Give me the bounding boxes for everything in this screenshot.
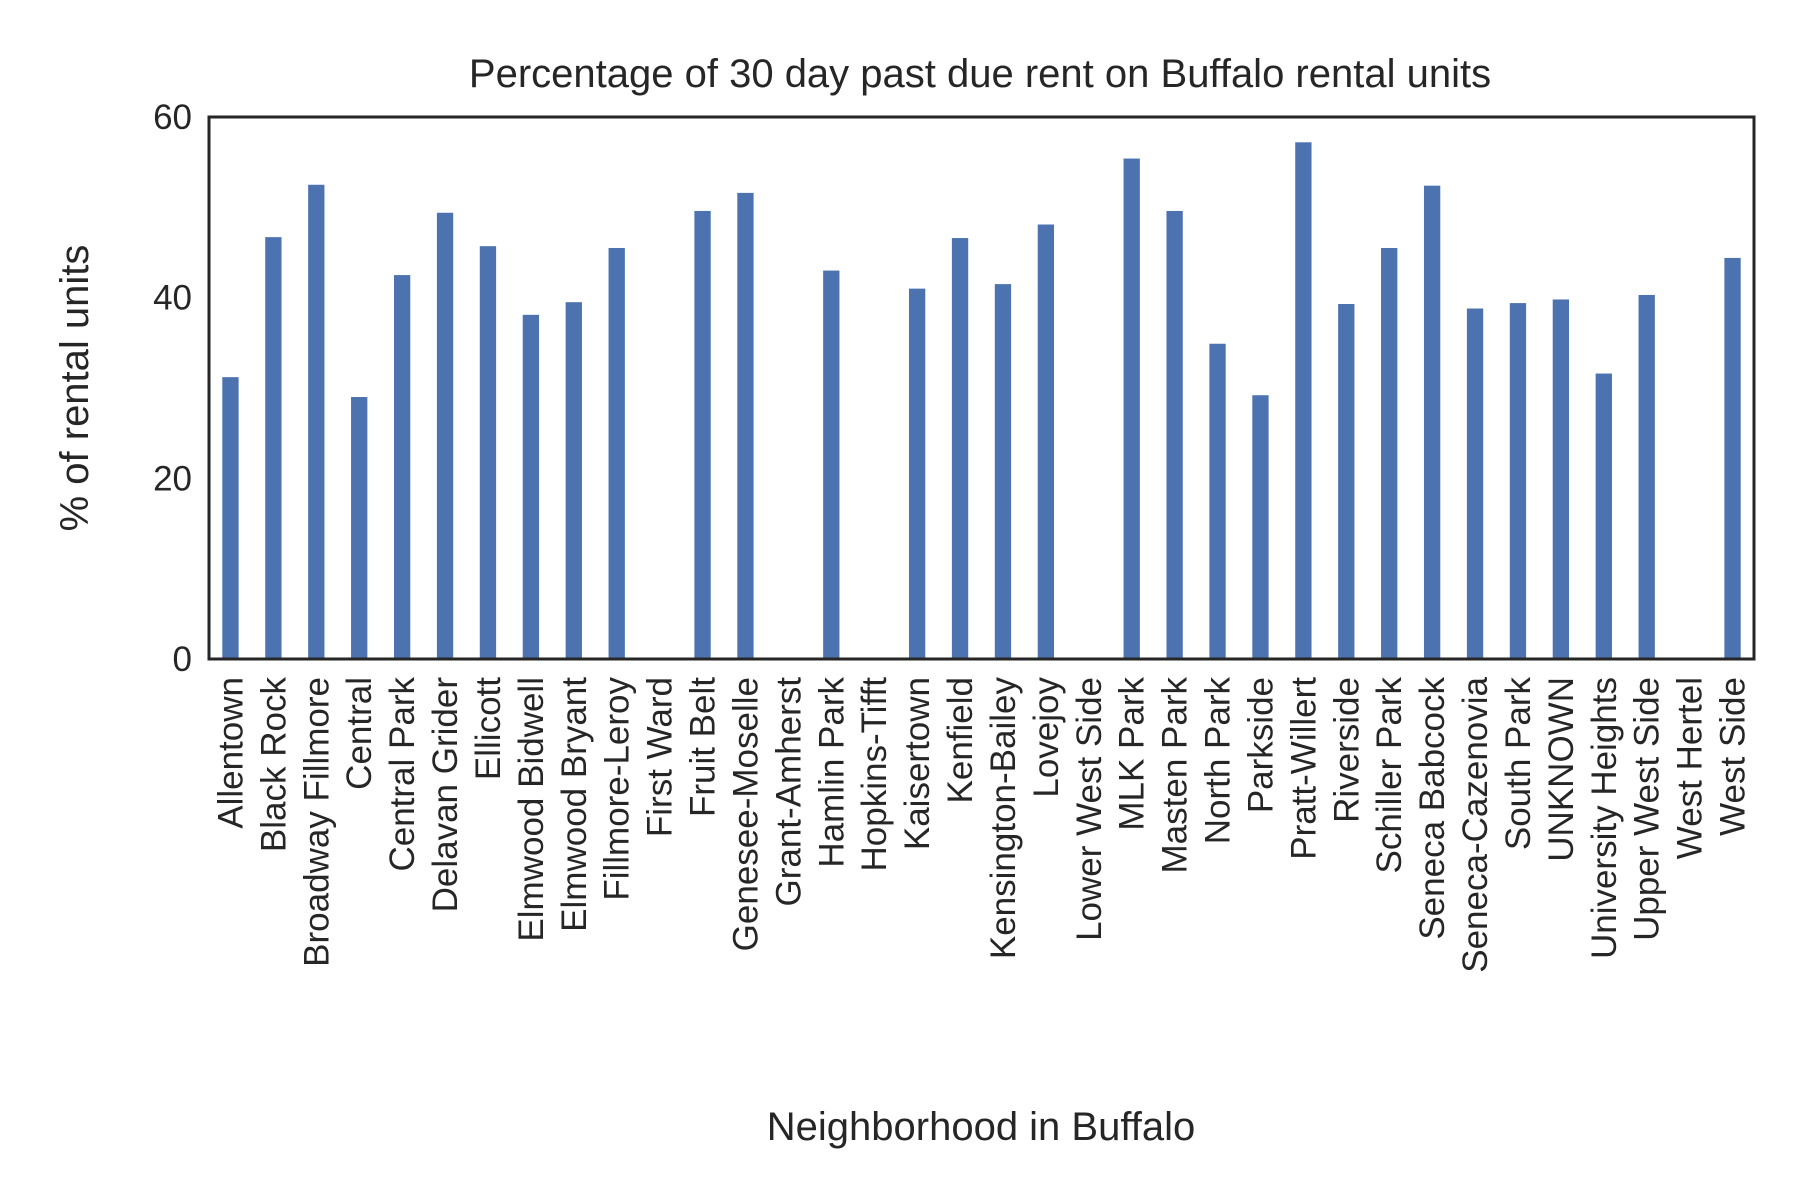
plot-frame (207, 115, 1756, 661)
x-tick-label: Fruit Belt (684, 677, 723, 817)
x-tick-label: Delavan Grider (426, 677, 465, 913)
bar (1509, 303, 1527, 659)
x-tick-label: Masten Park (1156, 677, 1195, 874)
x-tick-label: West Side (1714, 677, 1753, 836)
bar (1338, 303, 1355, 659)
bar (1295, 142, 1312, 660)
x-tick-label: Black Rock (254, 677, 293, 853)
y-axis-label: % of rental units (53, 245, 97, 532)
bar (608, 247, 625, 660)
x-tick-label: Hamlin Park (812, 677, 851, 868)
bar (1166, 210, 1183, 659)
bar (436, 212, 454, 659)
x-tick-label: Genesee-Moselle (726, 677, 765, 951)
bar (522, 314, 540, 659)
bar (1552, 299, 1570, 659)
bar (308, 184, 325, 659)
y-tick-label: 20 (153, 459, 192, 498)
x-tick-label: Broadway Fillmore (297, 677, 336, 967)
x-tick-label: Central Park (383, 677, 422, 872)
x-axis-ticks: Allentown Black Rock Broadway Fillmore Cent… (211, 676, 1752, 972)
bar (994, 284, 1012, 659)
x-tick-label: Central (340, 677, 379, 790)
x-tick-label: West Hertel (1671, 677, 1710, 859)
y-tick-label: 40 (153, 279, 192, 318)
x-tick-label: Parkside (1241, 677, 1280, 813)
x-tick-label: First Ward (641, 677, 680, 837)
x-axis-label: Neighborhood in Buffalo (767, 1105, 1195, 1149)
bar (1252, 395, 1269, 659)
chart-title: Percentage of 30 day past due rent on Bu… (469, 52, 1491, 96)
bar (1381, 247, 1398, 660)
y-tick-label: 60 (153, 98, 192, 137)
bar (222, 377, 239, 659)
bar (823, 270, 840, 659)
bar (1595, 373, 1612, 659)
x-tick-label: Pratt-Willert (1284, 677, 1323, 860)
bars-layer (222, 142, 1741, 660)
x-tick-label: Kensington-Bailey (984, 677, 1023, 960)
x-tick-label: Seneca-Cazenovia (1456, 676, 1495, 972)
x-tick-label: Lovejoy (1027, 677, 1066, 798)
bar (737, 192, 754, 659)
bar (1466, 308, 1484, 659)
x-tick-label: Lower West Side (1070, 677, 1109, 941)
x-tick-label: Grant-Amherst (769, 677, 808, 907)
bar (908, 288, 926, 659)
x-tick-label: Kenfield (941, 677, 980, 803)
x-tick-label: Seneca Babcock (1413, 677, 1452, 940)
x-tick-label: Upper West Side (1628, 677, 1667, 941)
x-tick-label: Riverside (1327, 677, 1366, 823)
bar (694, 210, 711, 659)
bar (1638, 294, 1655, 659)
x-tick-label: UNKNOWN (1542, 677, 1581, 862)
x-tick-label: University Heights (1585, 677, 1624, 959)
x-tick-label: Hopkins-Tifft (855, 677, 894, 872)
bar (1123, 158, 1140, 660)
y-tick-label: 0 (173, 640, 192, 679)
x-tick-label: Schiller Park (1370, 677, 1409, 874)
bar (951, 238, 969, 660)
bar (1724, 257, 1741, 659)
x-tick-label: South Park (1499, 677, 1538, 851)
x-tick-label: Fillmore-Leroy (598, 677, 637, 901)
x-tick-label: Allentown (211, 677, 250, 829)
y-axis-ticks: 0 20 40 60 (153, 98, 192, 679)
x-tick-label: Ellicott (469, 677, 508, 780)
x-tick-label: North Park (1199, 677, 1238, 845)
bar (565, 302, 582, 659)
x-tick-label: Kaisertown (898, 677, 937, 850)
x-tick-label: Elmwood Bryant (555, 677, 594, 932)
bar (393, 275, 411, 659)
x-tick-label: MLK Park (1113, 677, 1152, 831)
bar (1037, 224, 1055, 659)
bar (479, 246, 497, 659)
x-tick-label: Elmwood Bidwell (512, 677, 551, 942)
bar (265, 237, 282, 659)
bar (1209, 343, 1226, 659)
bar (351, 397, 368, 659)
bar (1423, 185, 1441, 659)
